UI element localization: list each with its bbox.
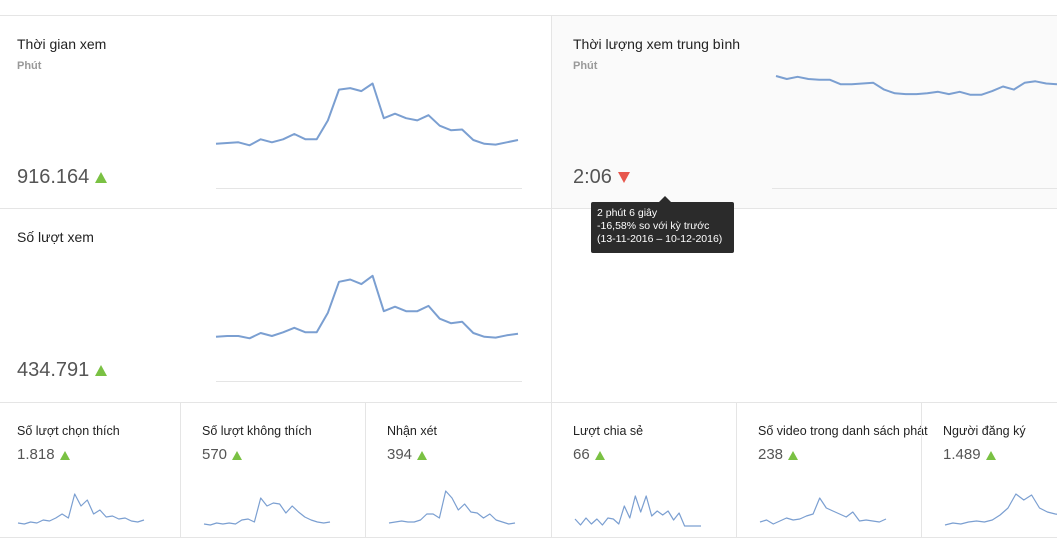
shares-title: Lượt chia sẻ (573, 424, 644, 438)
small-series-line (944, 493, 1057, 526)
subscribers-card[interactable]: Người đăng ký 1.489 (926, 403, 1057, 537)
dislikes-title: Số lượt không thích (202, 424, 312, 438)
avg-duration-baseline (772, 188, 1057, 189)
views-sparkline (215, 274, 519, 340)
small-series-line (17, 493, 145, 525)
subscribers-number: 1.489 (943, 446, 981, 463)
views-value: 434.791 (17, 359, 108, 382)
playlist-number: 238 (758, 446, 784, 463)
trend-up-icon (788, 450, 799, 460)
trend-up-icon (95, 365, 108, 377)
shares-value: 66 (573, 446, 605, 463)
small-series-line (759, 497, 887, 525)
watch-time-sparkline (215, 82, 519, 147)
watch-time-title: Thời gian xem (17, 36, 107, 52)
likes-card[interactable]: Số lượt chọn thích 1.818 (0, 403, 180, 537)
subscribers-value: 1.489 (943, 446, 996, 463)
playlist-card[interactable]: Số video trong danh sách phát 238 (741, 403, 928, 537)
dislikes-sparkline (203, 497, 331, 526)
subscribers-sparkline (944, 493, 1057, 526)
avg-duration-sparkline (775, 75, 1057, 96)
bottom-divider (0, 537, 1057, 538)
row-divider-1 (0, 208, 1057, 209)
dislikes-value: 570 (202, 446, 243, 463)
avg-duration-card[interactable]: Thời lượng xem trung bình Phút 2:06 (552, 16, 1057, 208)
likes-sparkline (17, 493, 145, 525)
views-title: Số lượt xem (17, 229, 94, 245)
small-divider-4 (736, 403, 737, 537)
small-series-line (203, 497, 331, 526)
small-divider-2 (365, 403, 366, 537)
avg-duration-value: 2:06 (573, 166, 630, 189)
watch-time-unit: Phút (17, 60, 42, 72)
tooltip-duration: 2 phút 6 giây (597, 207, 658, 219)
avg-duration-unit: Phút (573, 60, 598, 72)
trend-up-icon (594, 450, 605, 460)
small-series-line (388, 490, 516, 525)
dislikes-number: 570 (202, 446, 228, 463)
views-number: 434.791 (17, 359, 90, 382)
views-baseline (216, 381, 522, 382)
watch-time-value: 916.164 (17, 166, 108, 189)
avg-duration-number: 2:06 (573, 166, 612, 189)
comments-value: 394 (387, 446, 428, 463)
watch-time-series-line (215, 82, 519, 147)
trend-up-icon (417, 450, 428, 460)
top-divider (0, 15, 1057, 16)
shares-number: 66 (573, 446, 590, 463)
trend-up-icon (59, 450, 70, 460)
column-divider (551, 16, 552, 402)
comments-sparkline (388, 490, 516, 525)
comments-card[interactable]: Nhận xét 394 (370, 403, 550, 537)
trend-up-icon (232, 450, 243, 460)
subscribers-title: Người đăng ký (943, 424, 1026, 438)
playlist-sparkline (759, 497, 887, 525)
likes-number: 1.818 (17, 446, 55, 463)
trend-down-icon (617, 172, 630, 184)
watch-time-baseline (216, 188, 522, 189)
trend-up-icon (985, 450, 996, 460)
avg-duration-tooltip: 2 phút 6 giây -16,58% so với kỳ trước (1… (591, 196, 734, 253)
comments-title: Nhận xét (387, 424, 438, 438)
avg-duration-series-line (775, 75, 1057, 96)
views-card[interactable]: Số lượt xem 434.791 (0, 209, 551, 402)
watch-time-number: 916.164 (17, 166, 90, 189)
likes-title: Số lượt chọn thích (17, 424, 120, 438)
small-divider-1 (180, 403, 181, 537)
dislikes-card[interactable]: Số lượt không thích 570 (185, 403, 365, 537)
shares-sparkline (574, 495, 701, 527)
small-divider-5 (921, 403, 922, 537)
shares-card[interactable]: Lượt chia sẻ 66 (556, 403, 736, 537)
small-divider-3 (551, 403, 552, 537)
likes-value: 1.818 (17, 446, 70, 463)
tooltip-period: (13-11-2016 – 10-12-2016) (597, 233, 723, 245)
views-series-line (215, 274, 519, 340)
playlist-title: Số video trong danh sách phát (758, 424, 928, 438)
small-series-line (574, 495, 701, 527)
avg-duration-title: Thời lượng xem trung bình (573, 36, 741, 52)
comments-number: 394 (387, 446, 413, 463)
trend-up-icon (95, 172, 108, 184)
tooltip-change: -16,58% so với kỳ trước (597, 220, 710, 232)
watch-time-card[interactable]: Thời gian xem Phút 916.164 (0, 16, 551, 208)
playlist-value: 238 (758, 446, 799, 463)
row-divider-2 (0, 402, 1057, 403)
